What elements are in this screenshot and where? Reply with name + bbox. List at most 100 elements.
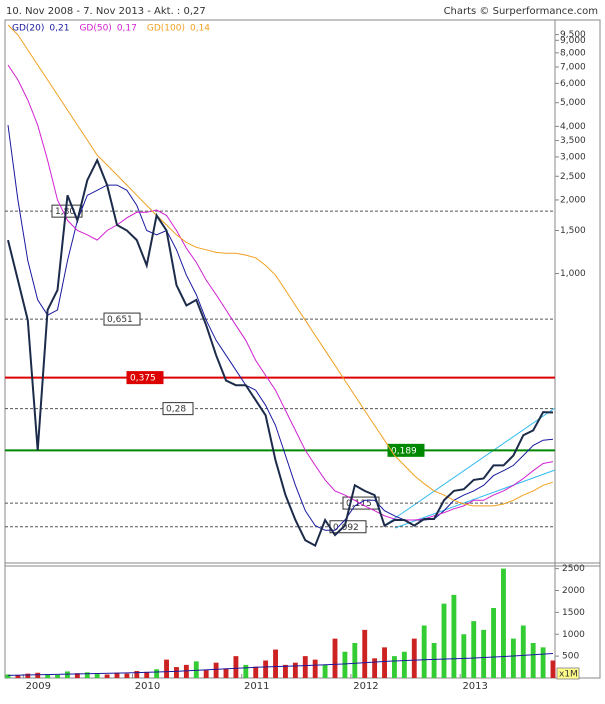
volume-bar (223, 668, 229, 678)
volume-tick-label: 500 (562, 652, 579, 662)
volume-bar (520, 625, 526, 678)
volume-bar (283, 664, 288, 678)
volume-bar (213, 662, 219, 678)
y-tick-label: 3,000 (560, 152, 586, 162)
y-tick-label: 8,000 (560, 48, 586, 58)
volume-bar (35, 672, 41, 678)
volume-bar (411, 638, 417, 678)
legend-name: GD(100) (147, 24, 185, 34)
x-tick-label: 2010 (135, 681, 160, 692)
volume-bar (15, 675, 21, 678)
x-tick-label: 2011 (244, 681, 269, 692)
volume-bar (243, 664, 249, 678)
volume-bar (441, 603, 447, 678)
x-tick-label: 2009 (26, 681, 51, 692)
y-tick-label: 5,000 (560, 98, 586, 108)
volume-bar (382, 647, 387, 678)
volume-bar (362, 629, 368, 678)
volume-bar (253, 666, 259, 678)
y-tick-label: 7,000 (560, 63, 586, 73)
volume-bar (431, 643, 437, 678)
volume-bar (491, 608, 496, 678)
level-label: 0,189 (391, 446, 417, 456)
legend-value: 0,14 (190, 24, 210, 34)
volume-bar (193, 661, 199, 678)
legend-value: 0,17 (117, 24, 137, 34)
volume-bar (540, 647, 546, 678)
moving-average (7, 64, 554, 521)
volume-bar (332, 638, 338, 678)
y-tick-label: 4,000 (560, 122, 586, 132)
volume-bar (124, 673, 130, 678)
volume-bar (154, 669, 160, 678)
volume-tick-label: 2000 (562, 586, 585, 596)
y-tick-label: 3,500 (560, 136, 586, 146)
y-tick-label: 2,000 (560, 195, 586, 205)
volume-average (7, 653, 554, 676)
chart-title: 10. Nov 2008 - 7. Nov 2013 - Akt. : 0,27 (6, 6, 206, 17)
x-tick-label: 2012 (353, 681, 378, 692)
volume-bar (510, 638, 516, 678)
volume-bar (183, 664, 189, 678)
volume-bar (144, 671, 150, 678)
volume-bar (481, 629, 487, 678)
volume-bar (233, 656, 239, 678)
source: Charts © Surperformance.com (444, 6, 598, 17)
frame (4, 19, 601, 679)
y-tick-label: 9,000 (560, 36, 586, 46)
volume-bar (203, 670, 209, 678)
volume-bar (392, 656, 397, 678)
volume-bar (65, 671, 70, 678)
level-label-box (126, 371, 164, 385)
volume-bar (164, 659, 169, 678)
level-label: 0,28 (166, 405, 186, 415)
volume-bar (322, 664, 328, 678)
volume-tick-label: 1000 (562, 630, 585, 640)
volume-bar (104, 674, 110, 678)
volume-bar (550, 660, 556, 678)
volume-bar (5, 674, 11, 678)
level-label: 0,092 (333, 523, 359, 533)
trend-line (384, 407, 556, 526)
volume-tick-label: 2500 (562, 564, 585, 574)
volume-bar (401, 651, 407, 678)
level-label-box (103, 312, 141, 326)
volume-bar (302, 656, 308, 678)
volume-bar (174, 667, 179, 678)
volume-bar (134, 671, 140, 678)
volume-bar (530, 643, 536, 678)
moving-average (7, 24, 554, 507)
y-tick-label: 1,000 (560, 269, 586, 279)
legend-value: 0,21 (49, 24, 69, 34)
volume-bar (471, 621, 477, 678)
volume-unit: x1M (559, 670, 578, 680)
level-label: 0,375 (130, 374, 156, 384)
volume-bar (55, 674, 60, 678)
volume-bar (451, 594, 457, 678)
trend-line (394, 469, 556, 529)
unit-box (556, 667, 580, 680)
level-label: 0,651 (107, 315, 133, 325)
volume-bar (312, 659, 318, 678)
volume-bar (114, 672, 120, 678)
volume-bar (292, 662, 298, 678)
volume-bar (273, 649, 278, 678)
volume-bar (352, 643, 358, 678)
y-tick-label: 6,000 (560, 79, 586, 89)
legend-name: GD(20) (12, 24, 44, 34)
volume-bar (84, 672, 90, 678)
moving-average (7, 125, 554, 531)
price-line (7, 157, 554, 548)
volume-bar (45, 674, 51, 678)
volume-bar (342, 651, 348, 678)
y-tick-label: 9,500 (560, 30, 586, 40)
legend-name: GD(50) (79, 24, 111, 34)
level-label-box (162, 402, 194, 416)
x-tick-label: 2013 (462, 681, 487, 692)
volume-bar (501, 568, 506, 678)
volume-bar (461, 634, 467, 678)
volume-bar (421, 625, 427, 678)
y-tick-label: 2,500 (560, 172, 586, 182)
y-tick-label: 1,500 (560, 226, 586, 236)
